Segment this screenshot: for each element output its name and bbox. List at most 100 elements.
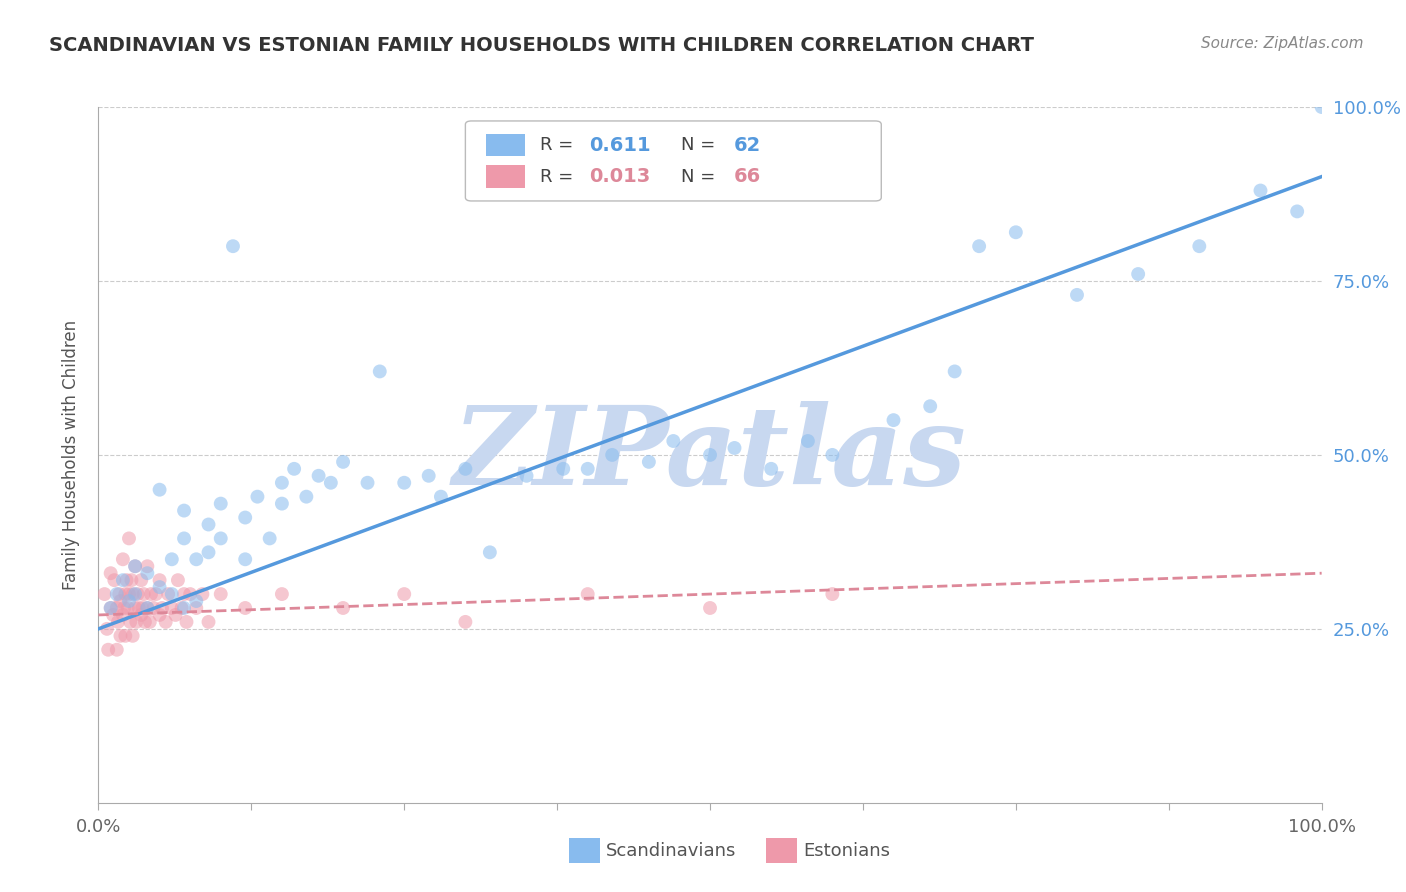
Point — [100, 601, 122, 615]
Point — [454, 462, 477, 476]
Point — [1066, 288, 1088, 302]
Point — [761, 462, 783, 476]
Text: Source: ZipAtlas.com: Source: ZipAtlas.com — [1201, 36, 1364, 51]
Text: ZIPatlas: ZIPatlas — [453, 401, 967, 508]
Bar — [486, 166, 526, 187]
Point — [600, 448, 623, 462]
Point — [1249, 184, 1271, 198]
Point — [107, 615, 129, 629]
Point — [157, 587, 180, 601]
Point — [110, 629, 132, 643]
Point — [173, 532, 195, 546]
Point — [197, 615, 219, 629]
Point — [139, 615, 162, 629]
Point — [160, 552, 183, 566]
Point — [120, 573, 142, 587]
Text: R =: R = — [540, 168, 579, 186]
Point — [173, 587, 195, 601]
Point — [121, 629, 143, 643]
Point — [167, 573, 190, 587]
Bar — [486, 134, 526, 156]
Point — [332, 601, 354, 615]
Point — [124, 587, 146, 601]
Text: N =: N = — [681, 136, 721, 154]
FancyBboxPatch shape — [465, 121, 882, 201]
Point — [662, 434, 685, 448]
Point — [136, 601, 159, 615]
Point — [638, 455, 661, 469]
Point — [108, 587, 131, 601]
Y-axis label: Family Households with Children: Family Households with Children — [62, 320, 80, 590]
Point — [246, 490, 269, 504]
Point — [165, 607, 187, 622]
Point — [100, 566, 122, 581]
Point — [1286, 204, 1309, 219]
Point — [222, 239, 245, 253]
Point — [332, 455, 354, 469]
Point — [160, 587, 183, 601]
Point — [96, 622, 118, 636]
Point — [233, 510, 256, 524]
Point — [576, 587, 599, 601]
Text: R =: R = — [540, 136, 579, 154]
Point — [179, 587, 201, 601]
Point — [233, 601, 256, 615]
Point — [127, 587, 149, 601]
Point — [967, 239, 990, 253]
Point — [139, 587, 162, 601]
Point — [186, 601, 208, 615]
Point — [149, 607, 172, 622]
Point — [114, 587, 136, 601]
Point — [197, 517, 219, 532]
Text: 62: 62 — [734, 136, 761, 155]
Point — [124, 559, 146, 574]
Point — [145, 587, 167, 601]
Point — [111, 552, 134, 566]
Point — [259, 532, 281, 546]
Text: N =: N = — [681, 168, 721, 186]
Point — [160, 601, 183, 615]
Point — [170, 601, 193, 615]
Point — [128, 601, 150, 615]
Point — [121, 587, 143, 601]
Point — [105, 587, 128, 601]
Point — [118, 594, 141, 608]
Point — [124, 601, 146, 615]
Point — [356, 475, 378, 490]
Point — [1310, 100, 1333, 114]
Point — [699, 448, 721, 462]
Text: Estonians: Estonians — [803, 842, 890, 860]
Point — [883, 413, 905, 427]
Point — [233, 552, 256, 566]
Text: SCANDINAVIAN VS ESTONIAN FAMILY HOUSEHOLDS WITH CHILDREN CORRELATION CHART: SCANDINAVIAN VS ESTONIAN FAMILY HOUSEHOL… — [49, 36, 1035, 54]
Point — [149, 483, 172, 497]
Text: Scandinavians: Scandinavians — [606, 842, 737, 860]
Point — [155, 615, 177, 629]
Point — [283, 462, 305, 476]
Point — [308, 468, 330, 483]
Point — [186, 594, 208, 608]
Point — [93, 587, 115, 601]
Point — [186, 552, 208, 566]
Point — [319, 475, 342, 490]
Point — [136, 559, 159, 574]
Point — [114, 629, 136, 643]
Point — [943, 364, 966, 378]
Point — [149, 580, 172, 594]
Point — [118, 587, 141, 601]
Point — [270, 497, 294, 511]
Point — [173, 503, 195, 517]
Point — [209, 497, 232, 511]
Point — [100, 601, 122, 615]
Point — [1128, 267, 1150, 281]
Point — [392, 587, 416, 601]
Point — [392, 475, 416, 490]
Point — [1004, 225, 1026, 239]
Point — [821, 448, 844, 462]
Point — [111, 573, 134, 587]
Point — [454, 615, 477, 629]
Text: 0.013: 0.013 — [589, 167, 650, 186]
Point — [125, 615, 148, 629]
Point — [136, 601, 159, 615]
Point — [821, 587, 844, 601]
